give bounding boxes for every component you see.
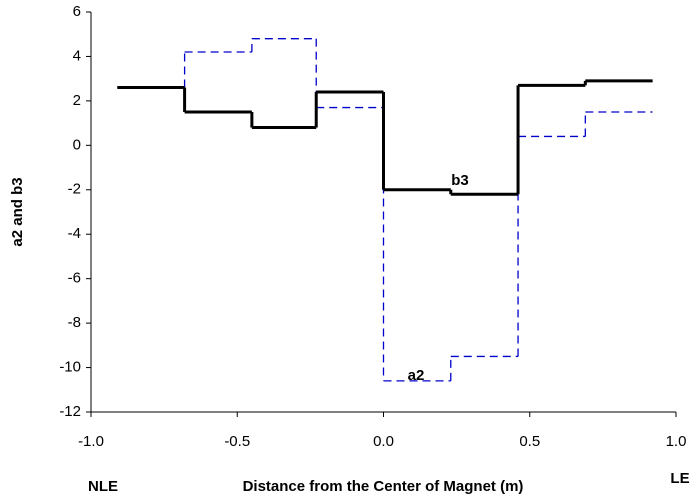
y-tick-label: -8 xyxy=(68,314,81,331)
y-tick-label: 4 xyxy=(73,47,81,64)
x-tick-label: -1.0 xyxy=(78,433,104,450)
y-tick-label: 6 xyxy=(73,3,81,20)
series-label: b3 xyxy=(451,172,469,189)
x-tick-label: 0.5 xyxy=(519,433,540,450)
y-tick-label: -6 xyxy=(68,270,81,287)
y-tick-label: 0 xyxy=(73,136,81,153)
y-tick-label: 2 xyxy=(73,92,81,109)
y-tick-label: -2 xyxy=(68,181,81,198)
x-tick-label: 0.0 xyxy=(373,433,394,450)
series-label: a2 xyxy=(408,367,425,384)
x-tick-label: 1.0 xyxy=(666,433,687,450)
y-tick-label: -4 xyxy=(68,225,81,242)
y-tick-label: -10 xyxy=(59,359,81,376)
end-label: LE xyxy=(670,470,689,487)
end-label: NLE xyxy=(88,478,118,495)
y-axis-title: a2 and b3 xyxy=(9,177,26,246)
y-tick-label: -12 xyxy=(59,403,81,420)
x-tick-label: -0.5 xyxy=(224,433,250,450)
x-axis-title: Distance from the Center of Magnet (m) xyxy=(243,478,524,495)
